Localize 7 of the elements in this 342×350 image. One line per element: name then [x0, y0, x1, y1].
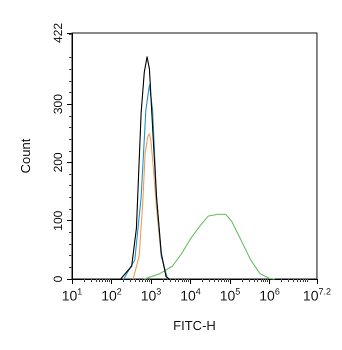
y-tick-label: 100	[51, 210, 65, 231]
y-tick-label: 300	[51, 94, 65, 114]
y-tick-label: 200	[51, 152, 65, 172]
y-tick-label: 422	[51, 22, 65, 44]
x-axis-title: FITC-H	[173, 318, 216, 333]
y-tick-label: 0	[51, 275, 65, 282]
y-axis-title: Count	[18, 138, 33, 174]
